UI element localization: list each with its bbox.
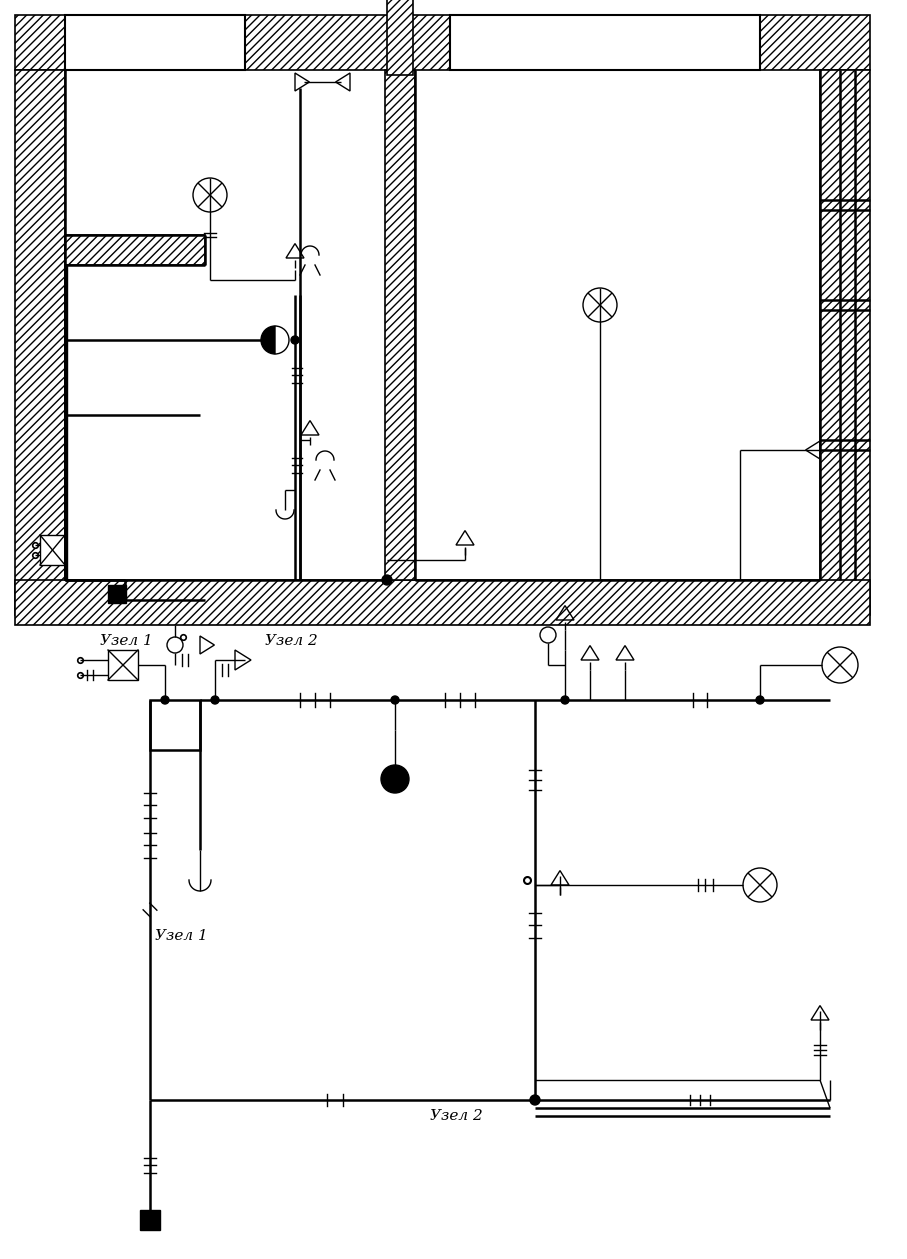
Text: Узел 2: Узел 2 (430, 1109, 483, 1123)
Bar (450, 15, 760, 71)
Bar (65, 235, 205, 264)
Bar (40, 535, 65, 565)
Bar (387, 0, 413, 76)
Bar (140, 1210, 160, 1230)
Bar (108, 650, 138, 680)
Circle shape (391, 696, 399, 704)
Wedge shape (275, 326, 289, 354)
Text: Узел 1: Узел 1 (100, 635, 152, 648)
Bar (108, 585, 126, 603)
Bar (65, 264, 67, 580)
Circle shape (530, 1095, 540, 1105)
Circle shape (561, 696, 569, 704)
Bar (65, 15, 245, 71)
Circle shape (291, 336, 299, 344)
Circle shape (161, 696, 169, 704)
Circle shape (382, 575, 392, 585)
Text: Узел 2: Узел 2 (265, 635, 317, 648)
Bar (820, 71, 870, 614)
Bar (15, 71, 65, 614)
Bar (15, 580, 870, 624)
Bar (150, 700, 200, 750)
Bar (15, 15, 870, 71)
Circle shape (211, 696, 219, 704)
Bar (385, 71, 415, 580)
Circle shape (381, 765, 409, 793)
Circle shape (756, 696, 764, 704)
Wedge shape (261, 326, 275, 354)
Text: Узел 1: Узел 1 (155, 929, 208, 943)
